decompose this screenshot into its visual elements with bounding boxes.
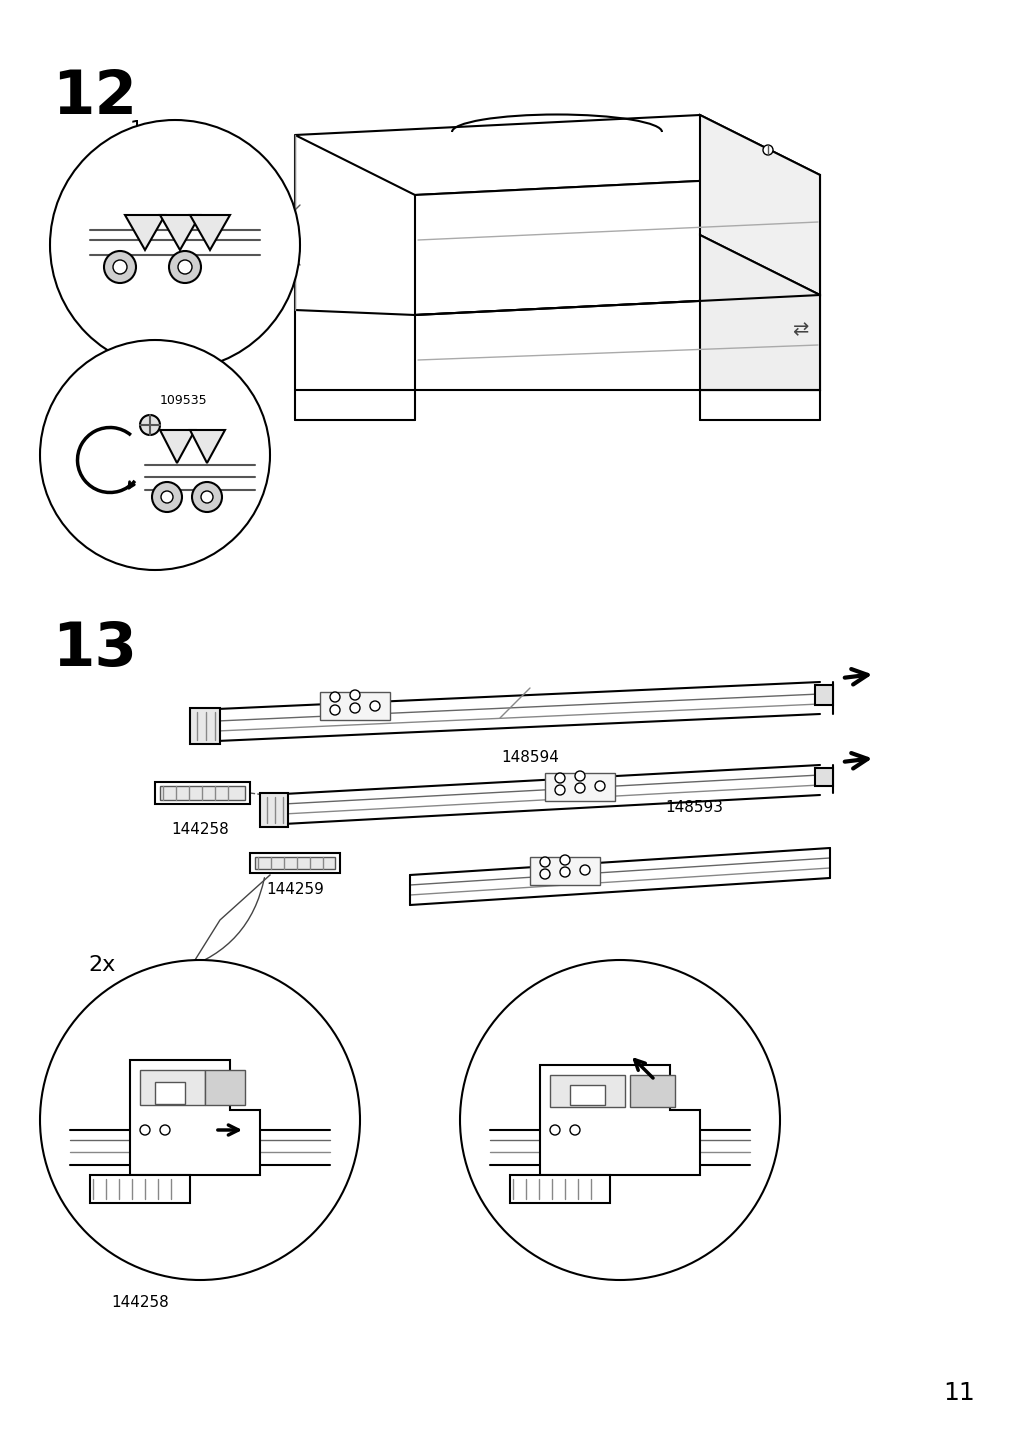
Circle shape (40, 959, 360, 1280)
Circle shape (330, 705, 340, 715)
Bar (155, 1083, 185, 1104)
Polygon shape (190, 215, 229, 251)
Bar (549, 1075, 625, 1107)
Text: 144258: 144258 (111, 1295, 169, 1310)
Circle shape (574, 770, 584, 780)
Circle shape (549, 1126, 559, 1136)
Circle shape (350, 690, 360, 700)
Bar (140, 1070, 205, 1106)
Text: 11: 11 (942, 1380, 974, 1405)
Polygon shape (129, 1060, 260, 1176)
Bar (155, 782, 250, 803)
Circle shape (559, 855, 569, 865)
Polygon shape (700, 115, 819, 295)
Text: 148593: 148593 (664, 800, 722, 815)
Bar (814, 768, 832, 786)
Circle shape (140, 415, 160, 435)
Circle shape (554, 773, 564, 783)
Bar (90, 1176, 190, 1203)
Text: 109535: 109535 (160, 394, 207, 407)
Circle shape (192, 483, 221, 513)
Polygon shape (415, 295, 819, 390)
Circle shape (762, 145, 772, 155)
Circle shape (559, 866, 569, 876)
Bar (530, 856, 600, 885)
Bar (250, 853, 340, 874)
Circle shape (140, 1126, 150, 1136)
Bar (630, 1075, 674, 1107)
Circle shape (540, 856, 549, 866)
Circle shape (104, 251, 135, 284)
Circle shape (574, 783, 584, 793)
Circle shape (152, 483, 182, 513)
Polygon shape (160, 215, 200, 251)
Text: 12: 12 (52, 67, 136, 127)
Bar (814, 684, 832, 705)
Bar (205, 1070, 245, 1106)
Bar (190, 707, 219, 745)
Circle shape (50, 120, 299, 369)
Circle shape (40, 339, 270, 570)
Circle shape (169, 251, 201, 284)
Circle shape (160, 1126, 170, 1136)
Text: 1x: 1x (129, 120, 156, 140)
Circle shape (554, 785, 564, 795)
Circle shape (113, 261, 126, 274)
Text: ⇄: ⇄ (791, 321, 808, 339)
Polygon shape (125, 215, 165, 251)
Circle shape (178, 261, 192, 274)
Circle shape (540, 869, 549, 879)
Bar (160, 786, 245, 800)
Polygon shape (295, 115, 819, 195)
Bar (255, 856, 335, 869)
Polygon shape (190, 430, 224, 463)
Bar (569, 1085, 605, 1106)
Bar (260, 793, 288, 828)
Bar (510, 1176, 610, 1203)
Polygon shape (160, 430, 195, 463)
Text: 144259: 144259 (266, 882, 324, 896)
Polygon shape (415, 175, 819, 315)
Text: 2x: 2x (88, 955, 115, 975)
Circle shape (579, 865, 589, 875)
Text: 148594: 148594 (500, 750, 558, 765)
Circle shape (330, 692, 340, 702)
Circle shape (201, 491, 212, 503)
Bar (545, 773, 615, 800)
Circle shape (161, 491, 173, 503)
Circle shape (370, 702, 379, 712)
Polygon shape (540, 1065, 700, 1176)
Circle shape (460, 959, 779, 1280)
Circle shape (350, 703, 360, 713)
Polygon shape (700, 235, 819, 390)
Text: 13: 13 (52, 620, 136, 679)
Circle shape (594, 780, 605, 790)
Circle shape (569, 1126, 579, 1136)
Bar (319, 692, 389, 720)
Text: 144258: 144258 (171, 822, 228, 836)
